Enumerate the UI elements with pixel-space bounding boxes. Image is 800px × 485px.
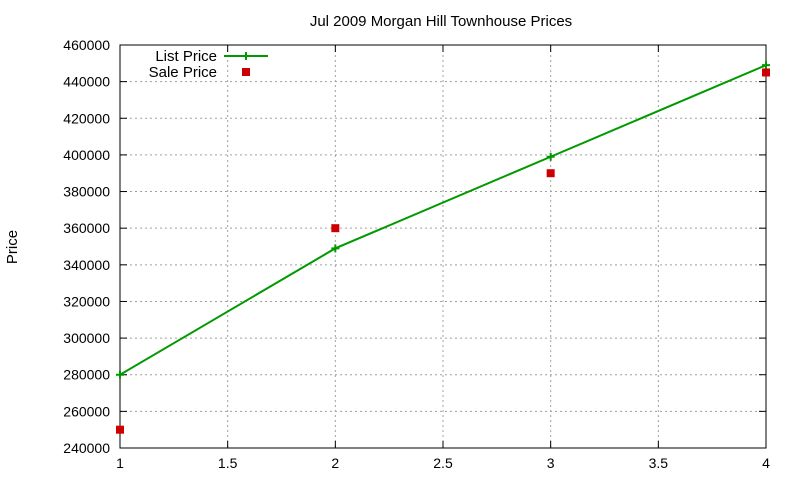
legend-label: Sale Price [149, 64, 217, 81]
data-point-plus [546, 152, 555, 161]
y-tick-label: 460000 [63, 37, 110, 53]
series-list-price [116, 61, 770, 379]
y-tick-label: 380000 [63, 184, 110, 200]
x-tick-label: 2.5 [433, 455, 453, 471]
x-tick-label: 4 [762, 455, 770, 471]
x-tick-label: 2 [331, 455, 339, 471]
x-tick-label: 3.5 [649, 455, 669, 471]
data-point-square [546, 169, 555, 178]
y-tick-label: 320000 [63, 293, 110, 309]
x-tick-label: 1 [116, 455, 124, 471]
data-point-plus [116, 370, 124, 379]
data-point-plus [242, 52, 250, 60]
x-tick-label: 1.5 [218, 455, 238, 471]
y-tick-label: 280000 [63, 367, 110, 383]
y-tick-label: 420000 [63, 110, 110, 126]
series-line [119, 64, 767, 376]
data-point-plus [331, 244, 340, 253]
y-tick-label: 340000 [63, 257, 110, 273]
y-tick-label: 300000 [63, 330, 110, 346]
data-point-square [242, 68, 250, 76]
x-tick-label: 3 [547, 455, 555, 471]
y-tick-label: 360000 [63, 220, 110, 236]
y-tick-label: 400000 [63, 147, 110, 163]
legend-label: List Price [155, 48, 217, 65]
data-point-plus [762, 61, 770, 70]
data-point-square [331, 224, 340, 233]
data-series [116, 61, 770, 434]
y-axis-label: Price [4, 230, 21, 264]
y-tick-label: 260000 [63, 403, 110, 419]
series-sale-price [116, 68, 770, 434]
chart-title: Jul 2009 Morgan Hill Townhouse Prices [310, 13, 572, 30]
y-tick-label: 240000 [63, 440, 110, 456]
x-axis-tick-labels: 1 1.5 2 2.5 3 3.5 4 [116, 455, 770, 471]
data-point-square [116, 425, 124, 434]
y-axis-tick-labels: 240000 260000 280000 300000 320000 340000 3600… [63, 37, 110, 456]
y-tick-label: 440000 [63, 74, 110, 90]
data-point-square [762, 68, 770, 77]
